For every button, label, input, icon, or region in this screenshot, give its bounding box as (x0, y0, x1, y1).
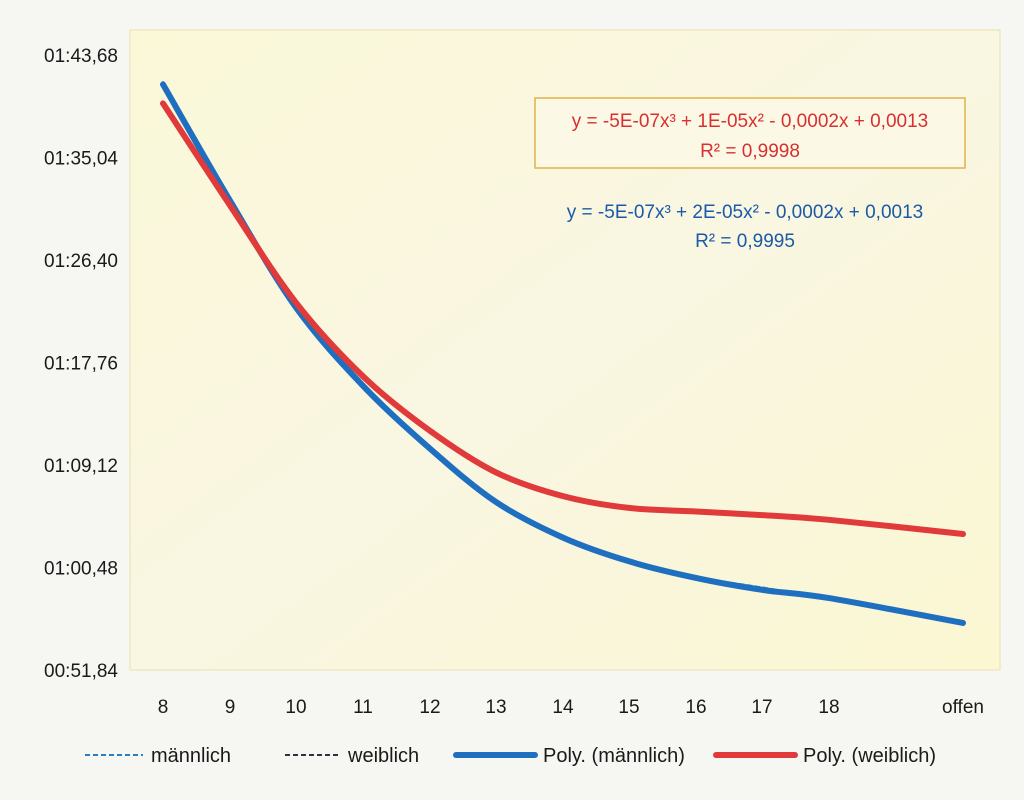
series-layer (160, 81, 966, 626)
series-line-poly-weiblich (160, 100, 966, 537)
equation-annotations: y = -5E-07x³ + 1E-05x² - 0,0002x + 0,001… (534, 97, 966, 252)
y-tick-label: 01:35,04 (44, 149, 118, 170)
x-tick-label: 18 (818, 697, 839, 718)
y-tick-label: 01:09,12 (44, 456, 118, 477)
trendline-equation: y = -5E-07x³ + 2E-05x² - 0,0002x + 0,001… (567, 202, 923, 223)
x-tick-label: 14 (552, 697, 574, 718)
x-tick-label: 11 (353, 697, 373, 718)
x-tick-label: 17 (751, 697, 772, 718)
r-squared-label: R² = 0,9998 (700, 141, 800, 162)
r-squared-label: R² = 0,9995 (695, 231, 795, 252)
x-axis: 8 9 10 11 12 13 14 15 16 17 18 offen (158, 697, 984, 718)
trendline-equation: y = -5E-07x³ + 1E-05x² - 0,0002x + 0,001… (572, 111, 928, 132)
legend-label: männlich (151, 745, 231, 767)
x-tick-label: 15 (618, 697, 639, 718)
x-tick-label: 16 (685, 697, 706, 718)
y-axis: 00:51,84 01:00,48 01:09,12 01:17,76 01:26,40… (44, 46, 118, 682)
x-tick-label: 10 (285, 697, 306, 718)
x-tick-label: 8 (158, 697, 169, 718)
x-tick-label: 13 (485, 697, 506, 718)
y-tick-label: 00:51,84 (44, 661, 118, 682)
y-tick-label: 01:26,40 (44, 251, 118, 272)
legend-label: weiblich (347, 745, 419, 767)
x-tick-label: offen (942, 697, 984, 718)
legend: männlich weiblich Poly. (männlich) Poly. (w… (85, 745, 936, 767)
equation-box (534, 97, 966, 169)
y-tick-label: 01:00,48 (44, 559, 118, 580)
legend-label: Poly. (männlich) (543, 745, 685, 767)
legend-label: Poly. (weiblich) (803, 745, 936, 767)
y-tick-label: 01:43,68 (44, 46, 118, 67)
x-tick-label: 12 (419, 697, 440, 718)
y-tick-label: 01:17,76 (44, 354, 118, 375)
x-tick-label: 9 (225, 697, 236, 718)
